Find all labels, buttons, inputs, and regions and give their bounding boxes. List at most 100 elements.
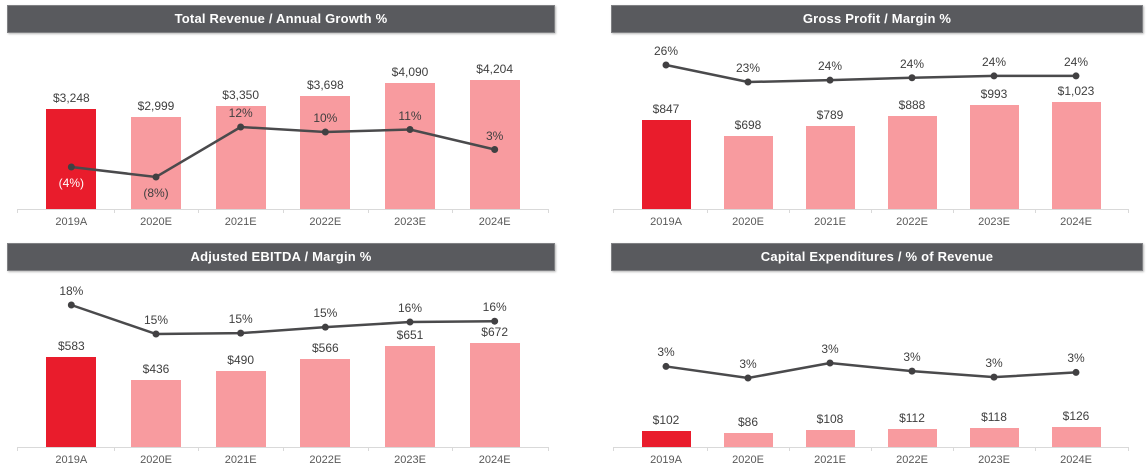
line-value-label: 26% — [653, 44, 679, 58]
x-axis-tick — [953, 209, 954, 213]
x-axis-tick — [871, 209, 872, 213]
line-value-label: 3% — [485, 128, 504, 143]
bar-2023E — [385, 83, 435, 209]
x-axis-label-2021E: 2021E — [814, 454, 846, 466]
line-value-label: 3% — [1067, 351, 1085, 366]
x-axis-label-2023E: 2023E — [394, 216, 426, 228]
line-value-label: 15% — [143, 313, 169, 327]
bar-value-label: $112 — [899, 411, 925, 425]
line-marker — [491, 317, 499, 325]
line-value-label: (4%) — [58, 176, 84, 190]
bar-2021E — [805, 126, 855, 209]
line-marker — [744, 78, 752, 86]
chart-plot-area: $847 $698 $789 $888 $993 $1,023 26% 23% 24% 24% 24… — [611, 33, 1143, 228]
line-value-label: 24% — [899, 56, 925, 71]
line-value-label: 15% — [228, 312, 253, 327]
bar-2019A — [641, 431, 691, 447]
x-axis-label-2022E: 2022E — [896, 454, 928, 466]
line-marker — [662, 61, 670, 69]
bar-value-label: $3,698 — [306, 78, 344, 92]
bar-value-label: $4,090 — [391, 65, 429, 79]
bar-2023E — [969, 105, 1019, 209]
line-value-label: 15% — [313, 306, 338, 321]
line-marker — [990, 72, 998, 80]
x-axis-tick — [198, 209, 200, 213]
line-value-label: 3% — [821, 342, 839, 356]
bar-2021E — [805, 430, 855, 447]
bar-value-label: $126 — [1062, 409, 1090, 423]
bar-2022E — [300, 359, 351, 447]
x-axis-tick — [789, 209, 790, 213]
line-marker — [908, 74, 916, 82]
x-axis-tick — [367, 209, 369, 213]
x-axis-label-2022E: 2022E — [309, 216, 342, 228]
bar-2020E — [723, 433, 773, 447]
x-axis-tick — [548, 209, 549, 213]
x-axis-label-2024E: 2024E — [1060, 216, 1092, 228]
line-marker — [406, 318, 414, 326]
line-marker — [990, 373, 998, 381]
trend-line — [662, 61, 1080, 86]
chart-title: Gross Profit / Margin % — [611, 5, 1143, 33]
x-axis-label-2019A: 2019A — [55, 216, 88, 228]
line-marker — [406, 126, 414, 133]
line-value-label: (8%) — [143, 186, 169, 200]
line-value-label: 3% — [739, 357, 757, 371]
line-value-label: 3% — [985, 356, 1003, 371]
x-axis-tick — [17, 209, 18, 213]
bar-value-label: $566 — [311, 341, 339, 355]
bar-2023E — [385, 346, 435, 447]
x-axis-tick — [367, 447, 369, 451]
line-marker — [237, 123, 245, 131]
x-axis-label-2021E: 2021E — [224, 216, 257, 228]
chart-title: Capital Expenditures / % of Revenue — [611, 243, 1143, 271]
line-value-label: 16% — [397, 301, 423, 316]
x-axis-tick — [613, 447, 614, 451]
line-value-label: 10% — [313, 111, 338, 125]
line-marker — [826, 76, 834, 84]
x-axis-tick — [452, 447, 454, 451]
bar-2020E — [131, 117, 181, 209]
line-marker — [744, 374, 752, 382]
chart-title: Adjusted EBITDA / Margin % — [7, 243, 555, 271]
line-marker — [152, 330, 160, 338]
x-axis-label-2021E: 2021E — [224, 454, 257, 466]
line-value-label: 24% — [981, 54, 1007, 69]
line-value-label: 16% — [482, 300, 507, 315]
chart-plot-area: $583 $436 $490 $566 $651 $672 18% 15% 15% 15% 16% 1… — [7, 271, 555, 466]
x-axis-tick — [452, 209, 454, 213]
line-marker — [67, 163, 75, 171]
x-axis-label-2023E: 2023E — [978, 454, 1010, 466]
line-value-label: 18% — [59, 284, 84, 298]
line-value-label: 24% — [1063, 54, 1089, 69]
x-axis-tick — [113, 209, 115, 213]
bar-2019A — [46, 109, 97, 209]
chart-panel-total-revenue: Total Revenue / Annual Growth % $3,248 $2… — [7, 5, 555, 235]
bar-2021E — [215, 106, 266, 209]
x-axis-label-2024E: 2024E — [478, 216, 511, 228]
bar-value-label: $698 — [734, 118, 762, 132]
line-marker — [237, 329, 245, 337]
line-value-label: 3% — [657, 345, 675, 360]
line-value-label: 23% — [735, 61, 761, 75]
line-marker — [908, 367, 916, 375]
bar-value-label: $86 — [737, 415, 759, 429]
bar-2022E — [300, 96, 351, 209]
x-axis-label-2022E: 2022E — [896, 216, 928, 228]
x-axis-tick — [283, 209, 284, 213]
line-marker — [1072, 368, 1080, 376]
x-axis-label-2024E: 2024E — [478, 454, 511, 466]
bar-2019A — [641, 120, 691, 209]
line-value-label: 24% — [817, 59, 843, 74]
bar-value-label: $789 — [816, 108, 844, 122]
bar-value-label: $651 — [396, 328, 424, 342]
bar-2024E — [469, 343, 520, 447]
bar-value-label: $3,350 — [222, 88, 260, 102]
x-axis-label-2022E: 2022E — [309, 454, 342, 466]
bar-2023E — [969, 428, 1019, 447]
x-axis-label-2019A: 2019A — [650, 454, 682, 466]
line-marker — [1072, 72, 1080, 80]
x-axis-tick — [1035, 447, 1036, 451]
bar-2022E — [887, 429, 937, 447]
x-axis-label-2023E: 2023E — [978, 216, 1010, 228]
